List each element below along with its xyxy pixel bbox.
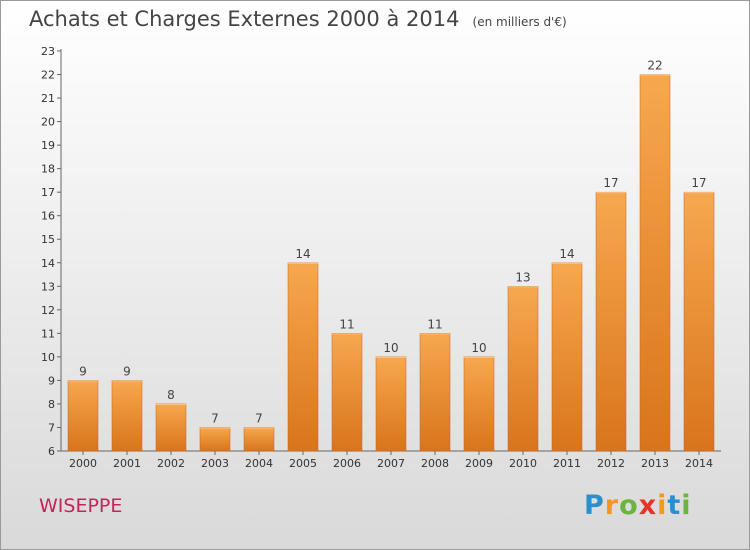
- commune-name: WISEPPE: [39, 495, 123, 517]
- bar-2004: [243, 427, 275, 452]
- y-tick-label: 15: [41, 233, 55, 246]
- bar-2012: [595, 191, 627, 452]
- x-tick-label: 2011: [553, 457, 581, 470]
- data-label: 11: [339, 317, 354, 331]
- bar-2005: [287, 262, 319, 452]
- data-label: 22: [647, 59, 662, 73]
- x-tick-label: 2007: [377, 457, 405, 470]
- data-label: 14: [559, 247, 574, 261]
- data-label: 7: [255, 411, 263, 425]
- y-tick-label: 21: [41, 92, 55, 105]
- logo-letter: P: [584, 490, 605, 521]
- x-tick-label: 2012: [597, 457, 625, 470]
- data-label: 13: [515, 270, 530, 284]
- bar-2000: [67, 380, 99, 452]
- logo-letter: r: [604, 490, 620, 521]
- x-tick-label: 2009: [465, 457, 493, 470]
- x-tick-label: 2003: [201, 457, 229, 470]
- logo-letter: i: [681, 490, 692, 521]
- chart-title: Achats et Charges Externes 2000 à 2014: [29, 7, 460, 31]
- y-tick-label: 20: [41, 116, 55, 129]
- data-label: 7: [211, 411, 219, 425]
- bar-2013: [639, 74, 671, 452]
- y-tick-label: 10: [41, 351, 55, 364]
- y-tick-label: 19: [41, 139, 55, 152]
- bar-2008: [419, 333, 451, 452]
- logo-letter: o: [619, 490, 639, 521]
- x-tick-label: 2005: [289, 457, 317, 470]
- y-tick-label: 18: [41, 163, 55, 176]
- data-label: 11: [427, 317, 442, 331]
- data-label: 10: [471, 341, 486, 355]
- y-tick-label: 16: [41, 210, 55, 223]
- y-tick-label: 7: [48, 421, 55, 434]
- x-tick-label: 2010: [509, 457, 537, 470]
- y-tick-label: 13: [41, 280, 55, 293]
- data-label: 17: [603, 176, 618, 190]
- labels-group: 2000 9 2001 9 2002 8 2003 7 2004 7 2005 14 2006 11 200…: [69, 59, 713, 470]
- bar-2002: [155, 403, 187, 452]
- data-label: 10: [383, 341, 398, 355]
- logo-letter: x: [638, 490, 658, 521]
- x-tick-label: 2014: [685, 457, 713, 470]
- y-tick-label: 17: [41, 186, 55, 199]
- data-label: 14: [295, 247, 310, 261]
- bar-2011: [551, 262, 583, 452]
- logo-letter: t: [667, 490, 682, 521]
- x-tick-label: 2004: [245, 457, 273, 470]
- data-label: 8: [167, 388, 175, 402]
- x-tick-label: 2002: [157, 457, 185, 470]
- y-tick-label: 22: [41, 69, 55, 82]
- x-tick-label: 2008: [421, 457, 449, 470]
- bar-2003: [199, 427, 231, 452]
- y-tick-label: 12: [41, 304, 55, 317]
- title-row: Achats et Charges Externes 2000 à 2014 (…: [29, 7, 567, 31]
- logo-letter: i: [657, 490, 668, 521]
- x-tick-label: 2013: [641, 457, 669, 470]
- y-tick-label: 8: [48, 398, 55, 411]
- data-label: 9: [123, 364, 131, 378]
- bar-2014: [683, 191, 715, 452]
- data-label: 9: [79, 364, 87, 378]
- bar-2006: [331, 333, 363, 452]
- chart-subtitle: (en milliers d'€): [472, 15, 567, 29]
- data-label: 17: [691, 176, 706, 190]
- bar-2001: [111, 380, 143, 452]
- y-tick-label: 9: [48, 374, 55, 387]
- bar-2009: [463, 356, 495, 452]
- bar-2010: [507, 286, 539, 452]
- y-tick-label: 14: [41, 257, 55, 270]
- x-tick-label: 2006: [333, 457, 361, 470]
- axes: 6 7 8 9 10 11 12 13 14 15 16 17 18 19 20 21 22 23: [41, 45, 721, 458]
- bar-2007: [375, 356, 407, 452]
- y-tick-label: 6: [48, 445, 55, 458]
- x-tick-label: 2001: [113, 457, 141, 470]
- y-tick-label: 23: [41, 45, 55, 58]
- y-tick-label: 11: [41, 327, 55, 340]
- bars-group: [67, 74, 715, 452]
- x-tick-label: 2000: [69, 457, 97, 470]
- proxiti-logo: Proxiti: [584, 490, 692, 521]
